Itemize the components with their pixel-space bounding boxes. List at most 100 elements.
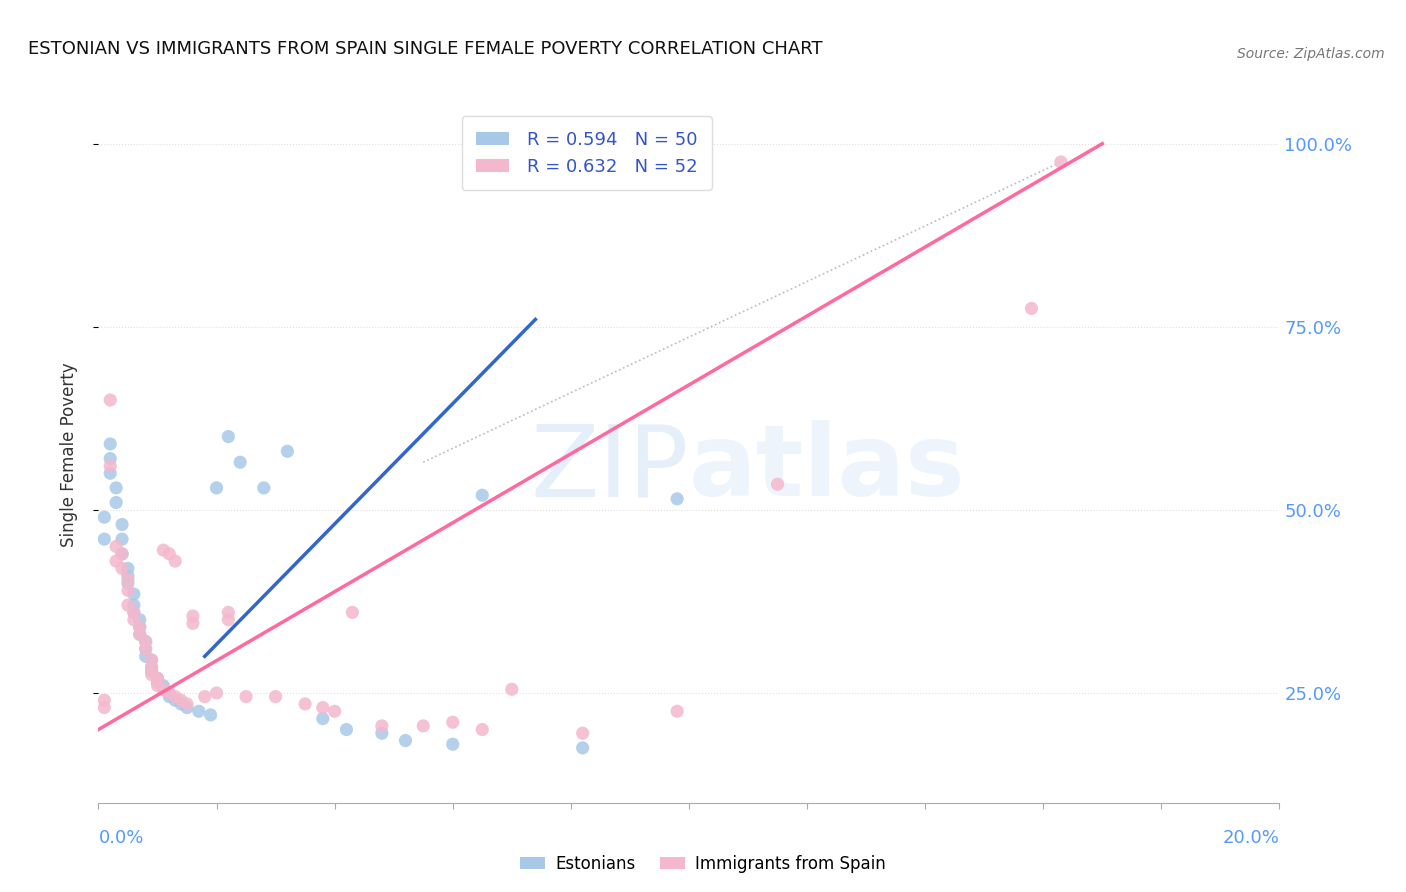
Point: [666, 491, 689, 506]
Point: [152, 679, 174, 693]
Point: [146, 671, 169, 685]
Point: [128, 627, 150, 641]
Point: [117, 568, 139, 582]
Point: [157, 686, 180, 700]
Point: [371, 719, 394, 733]
Point: [157, 686, 180, 700]
Point: [471, 723, 494, 737]
Point: [117, 573, 139, 587]
Point: [176, 697, 198, 711]
Point: [1050, 155, 1073, 169]
Point: [205, 481, 228, 495]
Point: [571, 726, 593, 740]
Point: [141, 653, 163, 667]
Point: [571, 740, 593, 755]
Point: [157, 547, 180, 561]
Point: [135, 634, 157, 648]
Point: [128, 620, 150, 634]
Point: [111, 547, 134, 561]
Point: [117, 576, 139, 591]
Point: [276, 444, 298, 458]
Point: [141, 667, 163, 681]
Point: [141, 653, 163, 667]
Point: [501, 682, 523, 697]
Point: [135, 642, 157, 657]
Point: [501, 166, 523, 180]
Point: [342, 606, 364, 620]
Point: [200, 707, 222, 722]
Point: [170, 697, 193, 711]
Point: [471, 488, 494, 502]
Point: [666, 704, 689, 718]
Point: [312, 712, 335, 726]
Point: [111, 547, 134, 561]
Point: [766, 477, 789, 491]
Point: [122, 606, 145, 620]
Text: ESTONIAN VS IMMIGRANTS FROM SPAIN SINGLE FEMALE POVERTY CORRELATION CHART: ESTONIAN VS IMMIGRANTS FROM SPAIN SINGLE…: [28, 40, 823, 58]
Point: [217, 429, 239, 443]
Text: 20.0%: 20.0%: [1223, 829, 1279, 847]
Point: [146, 675, 169, 690]
Point: [235, 690, 257, 704]
Point: [165, 554, 187, 568]
Point: [181, 616, 204, 631]
Point: [111, 517, 134, 532]
Point: [181, 609, 204, 624]
Point: [312, 700, 335, 714]
Point: [146, 675, 169, 690]
Point: [98, 437, 121, 451]
Point: [122, 613, 145, 627]
Point: [135, 634, 157, 648]
Point: [229, 455, 252, 469]
Point: [105, 481, 128, 495]
Point: [105, 554, 128, 568]
Point: [111, 532, 134, 546]
Point: [157, 690, 180, 704]
Point: [253, 481, 276, 495]
Point: [323, 704, 346, 718]
Point: [141, 660, 163, 674]
Point: [122, 606, 145, 620]
Point: [105, 495, 128, 509]
Point: [294, 697, 316, 711]
Point: [135, 642, 157, 657]
Point: [117, 598, 139, 612]
Point: [205, 686, 228, 700]
Point: [217, 606, 239, 620]
Point: [117, 561, 139, 575]
Point: [141, 660, 163, 674]
Point: [128, 613, 150, 627]
Point: [152, 682, 174, 697]
Point: [128, 620, 150, 634]
Point: [371, 726, 394, 740]
Point: [93, 693, 115, 707]
Point: [141, 664, 163, 678]
Point: [217, 613, 239, 627]
Point: [152, 543, 174, 558]
Point: [176, 700, 198, 714]
Point: [128, 627, 150, 641]
Point: [111, 561, 134, 575]
Point: [98, 467, 121, 481]
Point: [98, 392, 121, 407]
Point: [98, 451, 121, 466]
Point: [98, 458, 121, 473]
Point: [165, 693, 187, 707]
Text: 0.0%: 0.0%: [98, 829, 143, 847]
Point: [93, 532, 115, 546]
Point: [165, 690, 187, 704]
Point: [122, 598, 145, 612]
Point: [146, 671, 169, 685]
Point: [335, 723, 357, 737]
Point: [194, 690, 217, 704]
Point: [117, 583, 139, 598]
Text: ZIP: ZIP: [530, 420, 689, 517]
Point: [122, 587, 145, 601]
Point: [412, 719, 434, 733]
Point: [1021, 301, 1043, 316]
Point: [170, 693, 193, 707]
Point: [146, 679, 169, 693]
Point: [264, 690, 287, 704]
Point: [187, 704, 209, 718]
Point: [441, 715, 464, 730]
